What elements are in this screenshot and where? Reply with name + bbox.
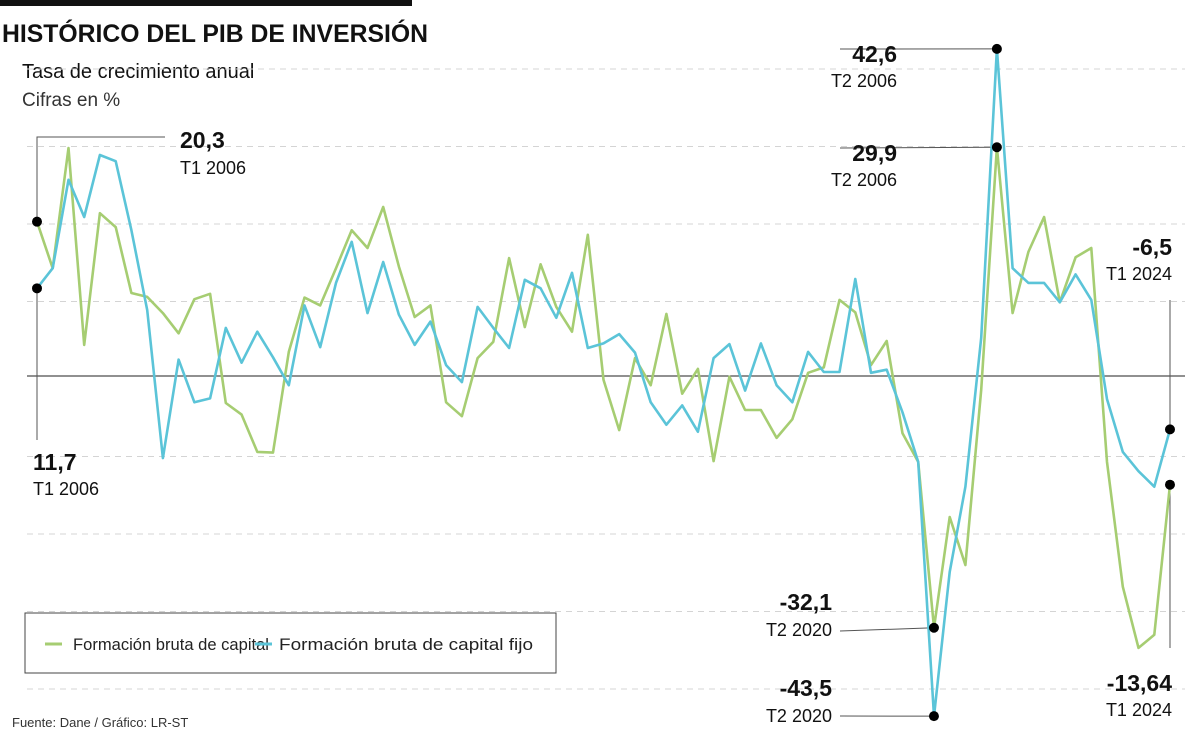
- leader-line: [839, 146, 997, 149]
- legend-label: Formación bruta de capital fijo: [279, 635, 533, 654]
- series-lines: [35, 47, 1172, 718]
- unit-note: Cifras en %: [22, 90, 120, 111]
- annotation-date: T1 2006: [180, 158, 246, 178]
- annotation-value: -13,64: [1107, 670, 1172, 696]
- annotation-dot: [928, 711, 939, 722]
- annotation-value: 42,6: [852, 41, 897, 67]
- annotation-3: 29,9 T2 2006: [831, 140, 897, 190]
- annotation-dot: [32, 216, 42, 227]
- annotation-value: -32,1: [780, 589, 833, 615]
- annotation-dot: [991, 43, 1002, 54]
- annotation-6: -6,5 T1 2024: [1106, 234, 1172, 284]
- annotation-date: T2 2006: [831, 71, 897, 91]
- series-line-1: [35, 47, 1172, 718]
- source-note: Fuente: Dane / Gráfico: LR-ST: [12, 715, 188, 730]
- annotation-1: 11,7 T1 2006: [33, 449, 99, 499]
- annotation-date: T2 2006: [831, 170, 897, 190]
- annotation-value: -6,5: [1132, 234, 1172, 260]
- annotation-date: T2 2020: [766, 620, 832, 640]
- annotation-4: -32,1 T2 2020: [766, 589, 832, 640]
- annotation-dot: [991, 142, 1002, 153]
- annotation-value: 11,7: [33, 449, 77, 475]
- annotation-dot: [928, 622, 939, 633]
- annotation-0: 20,3 T1 2006: [180, 127, 246, 178]
- legend-label: Formación bruta de capital: [73, 635, 269, 654]
- title-bar: [0, 0, 412, 6]
- annotation-7: -13,64 T1 2024: [1106, 670, 1172, 720]
- annotation-leaders: [36, 48, 1171, 717]
- annotation-value: -43,5: [780, 675, 833, 701]
- annotation-2: 42,6 T2 2006: [831, 41, 897, 91]
- leader-line: [36, 136, 165, 222]
- series-line-0: [35, 146, 1172, 650]
- annotation-dot: [1164, 424, 1175, 435]
- annotation-date: T2 2020: [766, 706, 832, 726]
- legend: Formación bruta de capital Formación bru…: [24, 612, 557, 674]
- leader-line: [839, 627, 934, 632]
- annotation-dot: [32, 283, 42, 294]
- annotation-date: T1 2024: [1106, 264, 1172, 284]
- chart-subtitle: Tasa de crecimiento anual: [22, 61, 254, 83]
- annotation-dot: [1164, 479, 1175, 490]
- annotation-value: 20,3: [180, 127, 225, 153]
- annotation-dots: [32, 43, 1175, 722]
- gridlines: [27, 68, 1185, 690]
- chart-title: HISTÓRICO DEL PIB DE INVERSIÓN: [2, 18, 428, 48]
- annotation-value: 29,9: [852, 140, 897, 166]
- annotation-date: T1 2024: [1106, 700, 1172, 720]
- annotation-date: T1 2006: [33, 479, 99, 499]
- annotation-5: -43,5 T2 2020: [766, 675, 832, 726]
